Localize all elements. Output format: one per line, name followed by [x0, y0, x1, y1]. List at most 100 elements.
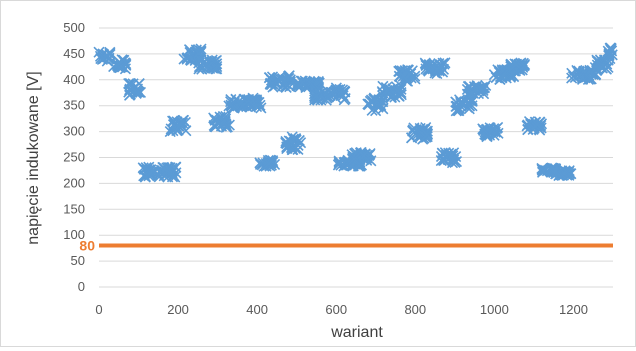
data-point-c14-35	[334, 156, 346, 169]
data-point-c17-21	[395, 83, 407, 95]
data-point-c21-24	[448, 147, 460, 159]
data-point-c24-20	[491, 122, 503, 134]
y-tick-label-450: 450	[63, 46, 85, 61]
y-tick-label-300: 300	[63, 124, 85, 139]
data-point-c13-41	[311, 93, 323, 105]
data-point-c13-47	[338, 85, 350, 97]
y-tick-label-500: 500	[63, 20, 85, 35]
data-point-c30-40	[569, 71, 581, 84]
data-point-c23-30	[466, 86, 479, 98]
data-point-c27-22	[522, 119, 534, 131]
x-tick-label-1000: 1000	[480, 302, 509, 317]
data-point-c15-29	[350, 147, 362, 159]
data-point-c8-38	[225, 96, 237, 108]
y-axis-tick-labels: 0 50 100 150 200 250 300 350 400 450 500	[63, 20, 85, 294]
data-point-c12-36	[294, 79, 307, 91]
data-point-c18-26	[403, 68, 415, 80]
y-tick-label-400: 400	[63, 72, 85, 87]
data-point-c27-19	[522, 124, 534, 136]
reference-line-group: 80	[79, 238, 613, 254]
data-point-c16-18	[367, 96, 379, 108]
data-point-c1-21	[118, 54, 130, 66]
data-point-c0-17	[95, 53, 107, 65]
data-point-c13-49	[311, 90, 323, 102]
data-point-c10-26	[269, 77, 281, 89]
x-axis-title: wariant	[330, 324, 383, 341]
data-point-c22-25	[452, 105, 464, 117]
y-tick-label-200: 200	[63, 175, 85, 190]
data-point-c6-22	[211, 63, 223, 75]
x-tick-label-1200: 1200	[559, 302, 588, 317]
data-point-c32-11	[605, 42, 617, 55]
data-point-c8-50	[254, 99, 266, 111]
data-point-c3-51	[145, 166, 157, 179]
data-point-c17-29	[381, 84, 393, 96]
data-point-c11-20	[281, 141, 293, 153]
data-point-c26-24	[504, 64, 516, 76]
data-point-c0-12	[104, 48, 116, 61]
data-point-c8-47	[244, 101, 257, 113]
data-point-c11-24	[290, 132, 302, 145]
data-point-c19-22	[408, 122, 420, 134]
data-point-c6-25	[211, 61, 223, 73]
data-point-c3-44	[161, 162, 173, 174]
reference-line-label: 80	[79, 238, 95, 254]
data-point-c17-28	[380, 81, 392, 94]
y-tick-label-50: 50	[71, 253, 85, 268]
data-point-c31-21	[591, 54, 603, 66]
data-point-c31-20	[600, 63, 612, 75]
data-point-c8-52	[225, 99, 237, 111]
data-point-c18-27	[397, 70, 409, 82]
data-point-c8-51	[255, 102, 267, 114]
data-point-c19-23	[407, 124, 419, 136]
data-point-c23-28	[477, 84, 489, 96]
data-point-c21-22	[436, 147, 448, 159]
data-point-c7-23	[208, 119, 220, 132]
x-tick-label-0: 0	[95, 302, 102, 317]
y-tick-label-150: 150	[63, 201, 85, 216]
data-point-c12-34	[295, 75, 307, 87]
data-point-c1-19	[115, 60, 127, 72]
x-tick-label-200: 200	[167, 302, 189, 317]
data-point-c13-40	[320, 94, 332, 106]
data-point-c6-30	[193, 63, 205, 75]
data-point-c10-30	[276, 73, 289, 85]
data-point-c15-25	[346, 153, 359, 165]
data-point-c9-24	[263, 158, 275, 170]
data-point-c1-20	[111, 59, 123, 71]
data-point-c3-48	[157, 161, 169, 173]
data-point-c20-30	[423, 59, 435, 71]
data-point-c29-27	[558, 167, 571, 180]
data-point-c3-52	[170, 167, 182, 179]
data-point-c16-24	[364, 95, 376, 107]
data-point-c23-27	[474, 83, 486, 95]
data-point-c5-27	[192, 48, 205, 60]
y-tick-label-250: 250	[63, 150, 85, 165]
data-point-c2-14	[131, 86, 143, 98]
data-point-c2-18	[123, 77, 135, 90]
data-markers	[93, 42, 618, 183]
data-point-c30-38	[584, 73, 596, 85]
data-point-c15-30	[348, 153, 360, 165]
data-point-c17-15	[395, 87, 407, 99]
x-tick-label-400: 400	[246, 302, 268, 317]
data-point-c13-43	[330, 92, 342, 104]
data-point-c0-18	[98, 53, 110, 65]
y-tick-label-0: 0	[78, 279, 85, 294]
data-point-c6-27	[201, 58, 213, 70]
data-point-c17-27	[393, 90, 405, 102]
data-point-c23-29	[478, 88, 490, 100]
data-point-c29-21	[548, 166, 560, 179]
data-point-c7-22	[218, 117, 230, 129]
data-point-c4-24	[177, 114, 190, 126]
x-axis-tick-labels: 0 200 400 600 800 1000 1200	[95, 302, 588, 317]
y-tick-label-350: 350	[63, 98, 85, 113]
data-point-c24-24	[477, 123, 490, 136]
data-point-c20-27	[439, 57, 451, 69]
data-point-c19-27	[421, 129, 433, 141]
data-point-c10-32	[266, 77, 279, 90]
x-tick-label-600: 600	[325, 302, 347, 317]
data-point-c7-21	[223, 119, 235, 131]
data-point-c6-29	[201, 61, 213, 73]
